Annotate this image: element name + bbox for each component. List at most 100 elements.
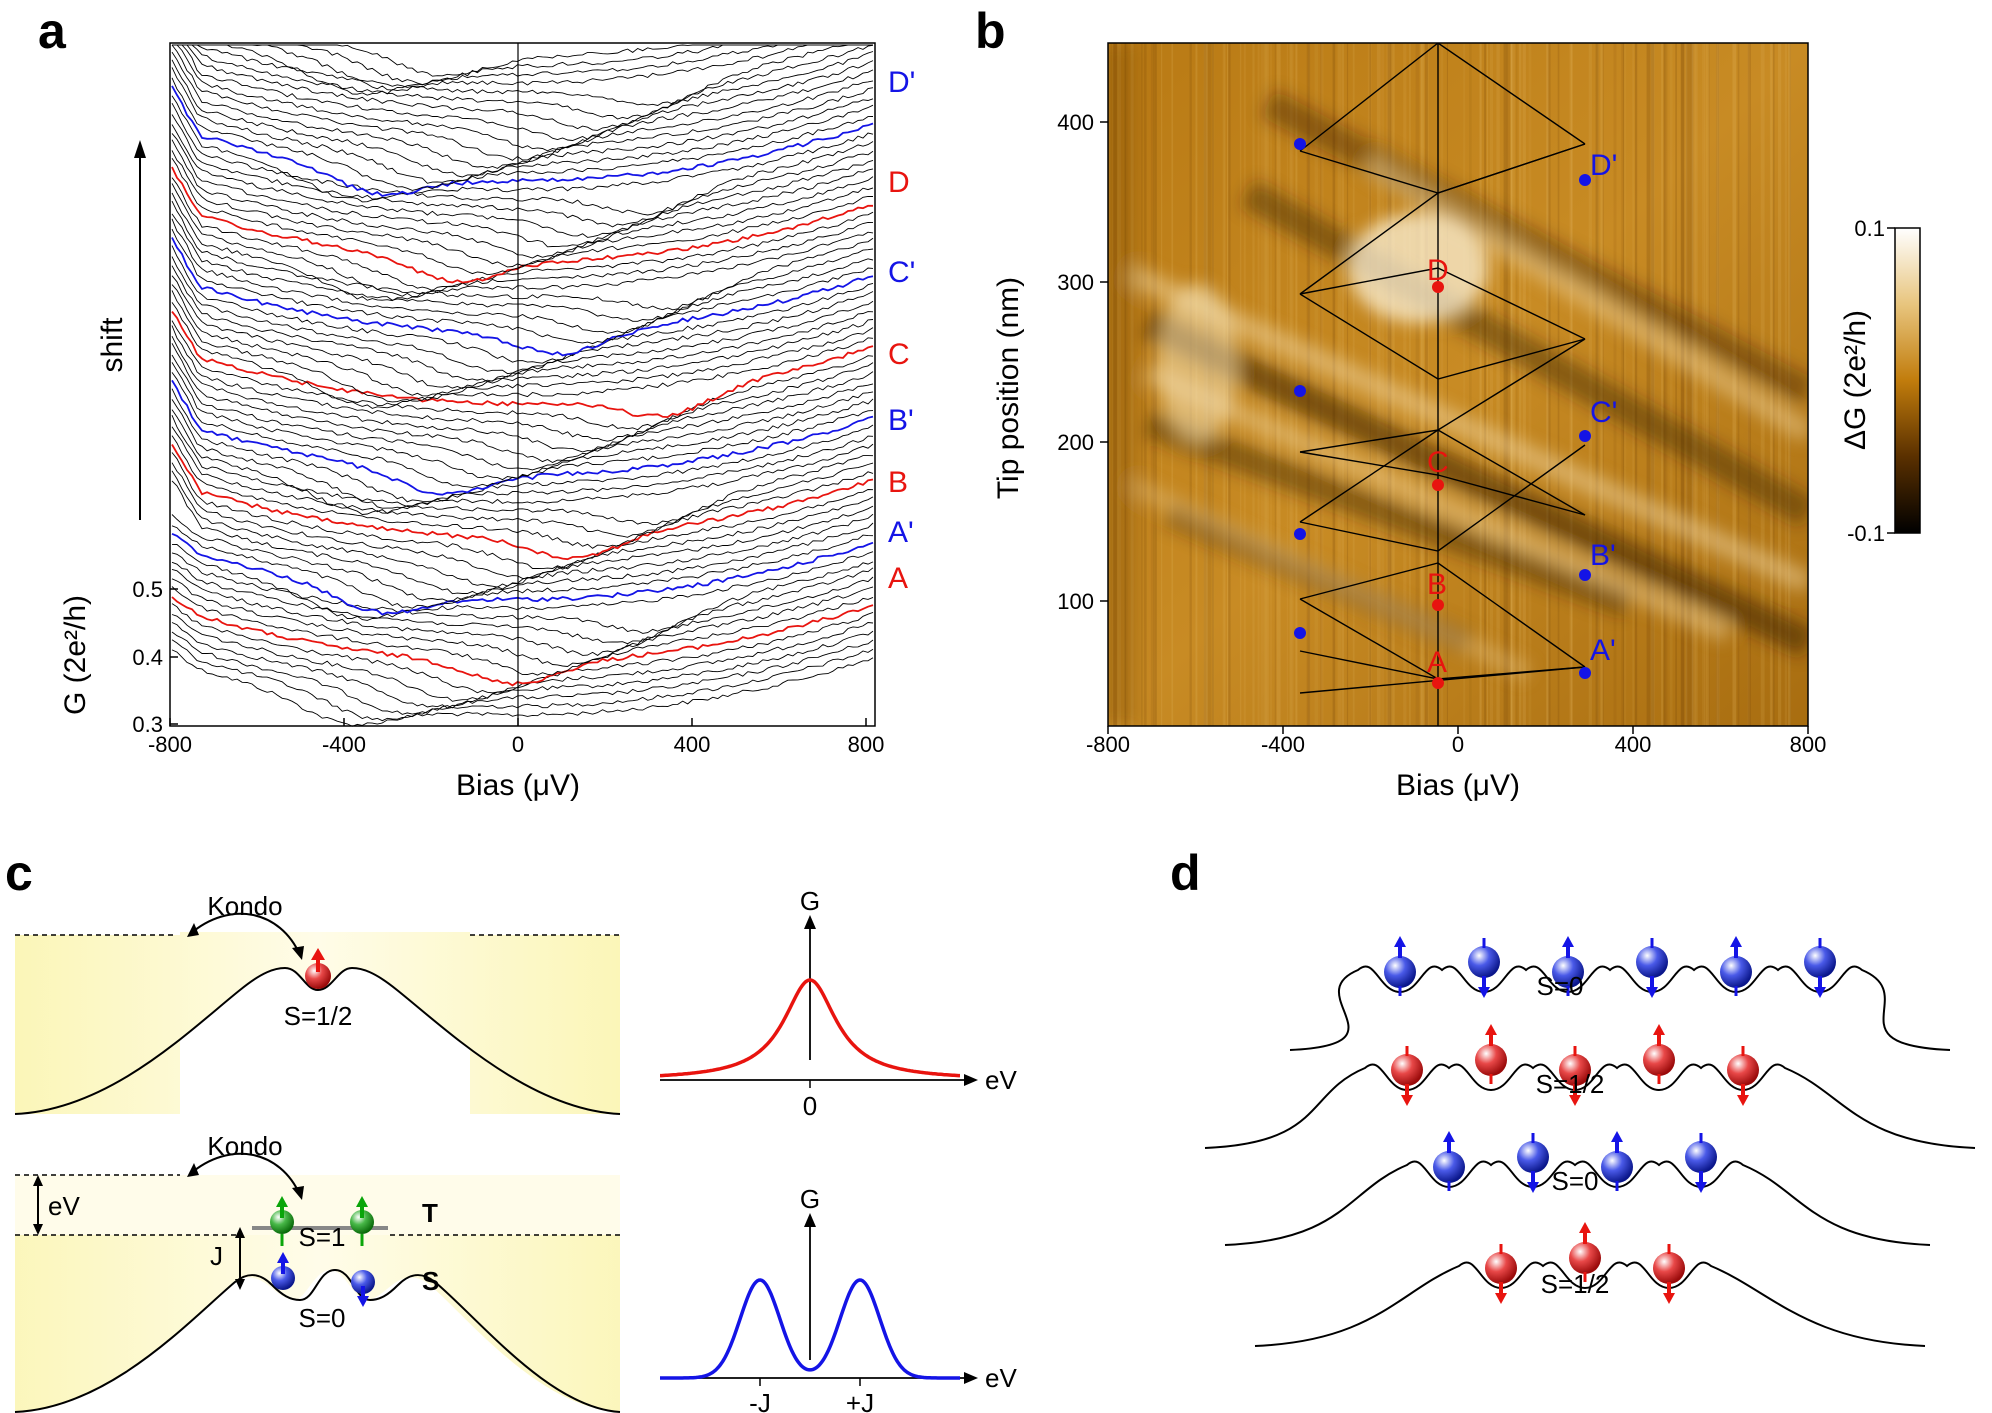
conductance-trace: [171, 325, 874, 442]
curve-label-a: A: [888, 562, 908, 595]
conductance-trace: [172, 44, 874, 131]
conductance-trace: [171, 67, 874, 184]
kondo-peak-curve: [660, 978, 960, 1078]
kondo-arrow-bottom: [189, 1152, 301, 1196]
conductance-trace: [171, 265, 874, 383]
conductance-trace: [171, 44, 874, 161]
shift-arrowhead: [134, 140, 146, 158]
row-label-s-half-upper: S=1/2: [1536, 1069, 1605, 1099]
conductance-trace: [171, 639, 874, 722]
kondo-arrow-top: [189, 912, 301, 956]
panel-b-xtick: -400: [1261, 732, 1305, 757]
blue-spin-ball: [1552, 936, 1584, 996]
conductance-trace: [171, 192, 874, 302]
panel-a-frame: [169, 42, 876, 727]
curve-label-a-prime: A': [888, 516, 914, 549]
conductance-trace: [171, 622, 874, 709]
panel-b-ytick: 200: [1057, 430, 1094, 455]
conductance-trace: [171, 77, 874, 191]
green-spin-ball: [270, 1196, 294, 1246]
colorbar-max: 0.1: [1854, 216, 1885, 241]
red-spin-ball: [1569, 1222, 1601, 1282]
panel-b-xlabel: Bias (μV): [1396, 769, 1520, 802]
chain-potential: [1254, 1261, 1926, 1347]
s-label: S: [422, 1266, 439, 1296]
conductance-trace: [171, 320, 874, 431]
panel-b: D' D C' C B' B A' A 400 300 200 100 Tip …: [992, 42, 1921, 802]
conductance-trace: [171, 245, 874, 364]
conductance-trace: [171, 311, 874, 419]
blue-spin-ball: [1804, 938, 1836, 998]
colorbar-label: ΔG (2e²/h): [1839, 310, 1872, 450]
spin-label-top: S=1/2: [284, 1001, 353, 1031]
blue-spin-ball: [1601, 1131, 1633, 1191]
panel-a-ytick: 0.4: [132, 645, 163, 670]
conductance-trace: [171, 284, 874, 397]
conductance-trace: [171, 177, 874, 292]
heatmap-point: [1579, 569, 1591, 581]
split-peak-plot: G eV -J +J: [660, 1184, 1017, 1413]
red-spin-ball: [1485, 1244, 1517, 1304]
panel-b-xtick: 0: [1452, 732, 1464, 757]
conductance-trace: [171, 150, 874, 268]
conductance-trace: [171, 218, 874, 334]
curve-label-c: C: [888, 338, 910, 371]
conductance-trace: [172, 44, 874, 141]
kondo-label-bottom: Kondo: [207, 1131, 282, 1161]
point-label-b-prime: B': [1590, 539, 1616, 572]
conductance-trace: [171, 552, 874, 634]
panel-b-ylabel: Tip position (nm): [992, 277, 1025, 499]
conductance-trace: [171, 290, 874, 403]
conductance-trace: [171, 532, 874, 616]
conductance-trace: [172, 44, 873, 96]
heatmap-point: [1579, 667, 1591, 679]
panel-b-xtick: 800: [1790, 732, 1827, 757]
blue-spin-ball: [1685, 1133, 1717, 1193]
panel-a-xtick: -800: [148, 732, 192, 757]
red-spin-ball: [1727, 1046, 1759, 1106]
zero-tick: 0: [803, 1091, 817, 1121]
conductance-trace: [171, 228, 874, 345]
panel-a-xlabel: Bias (μV): [456, 769, 580, 802]
heatmap: [1108, 43, 1808, 726]
conductance-trace: [172, 44, 873, 85]
conductance-trace: [171, 85, 874, 197]
curve-labels: D' D C' C B' B A' A: [888, 66, 915, 595]
blue-spin-ball: [1433, 1131, 1465, 1191]
conductance-trace: [171, 133, 874, 248]
spin-chain-rows: [1204, 936, 1976, 1347]
conductance-trace: [171, 470, 874, 588]
conductance-trace: [171, 114, 874, 228]
chain-potential: [1224, 1160, 1931, 1246]
blue-spin-ball: [1384, 936, 1416, 996]
point-label-c: C: [1427, 446, 1449, 479]
blue-spin-ball: [1517, 1133, 1549, 1193]
red-spin-ball: [1643, 1024, 1675, 1084]
panel-a-xtick: -400: [322, 732, 366, 757]
conductance-trace: [171, 302, 874, 409]
panel-b-ytick: 100: [1057, 589, 1094, 614]
conductance-trace: [171, 388, 874, 503]
point-label-a-prime: A': [1590, 634, 1616, 667]
chain-potential: [1289, 965, 1951, 1051]
s1-label: S=1: [299, 1222, 346, 1252]
spin-up-red-ball: [305, 948, 331, 989]
point-label-a: A: [1427, 646, 1447, 679]
ev-axis-bottom: eV: [985, 1363, 1017, 1393]
t-label: T: [422, 1198, 438, 1228]
ev-axis-top: eV: [985, 1065, 1017, 1095]
conductance-trace: [171, 462, 874, 579]
conductance-trace: [171, 200, 874, 311]
heatmap-point: [1294, 627, 1306, 639]
panel-letter-a: a: [38, 3, 67, 59]
split-peak-curve: [660, 1278, 960, 1380]
heatmap-point: [1579, 430, 1591, 442]
conductance-trace: [172, 44, 874, 152]
conductance-trace: [171, 158, 874, 276]
conductance-trace: [171, 543, 874, 621]
curve-label-d: D: [888, 166, 910, 199]
conductance-trace: [171, 275, 874, 390]
conductance-trace: [171, 51, 874, 169]
conductance-trace: [171, 568, 874, 656]
panel-a-ylabel: G (2e²/h): [59, 595, 92, 715]
